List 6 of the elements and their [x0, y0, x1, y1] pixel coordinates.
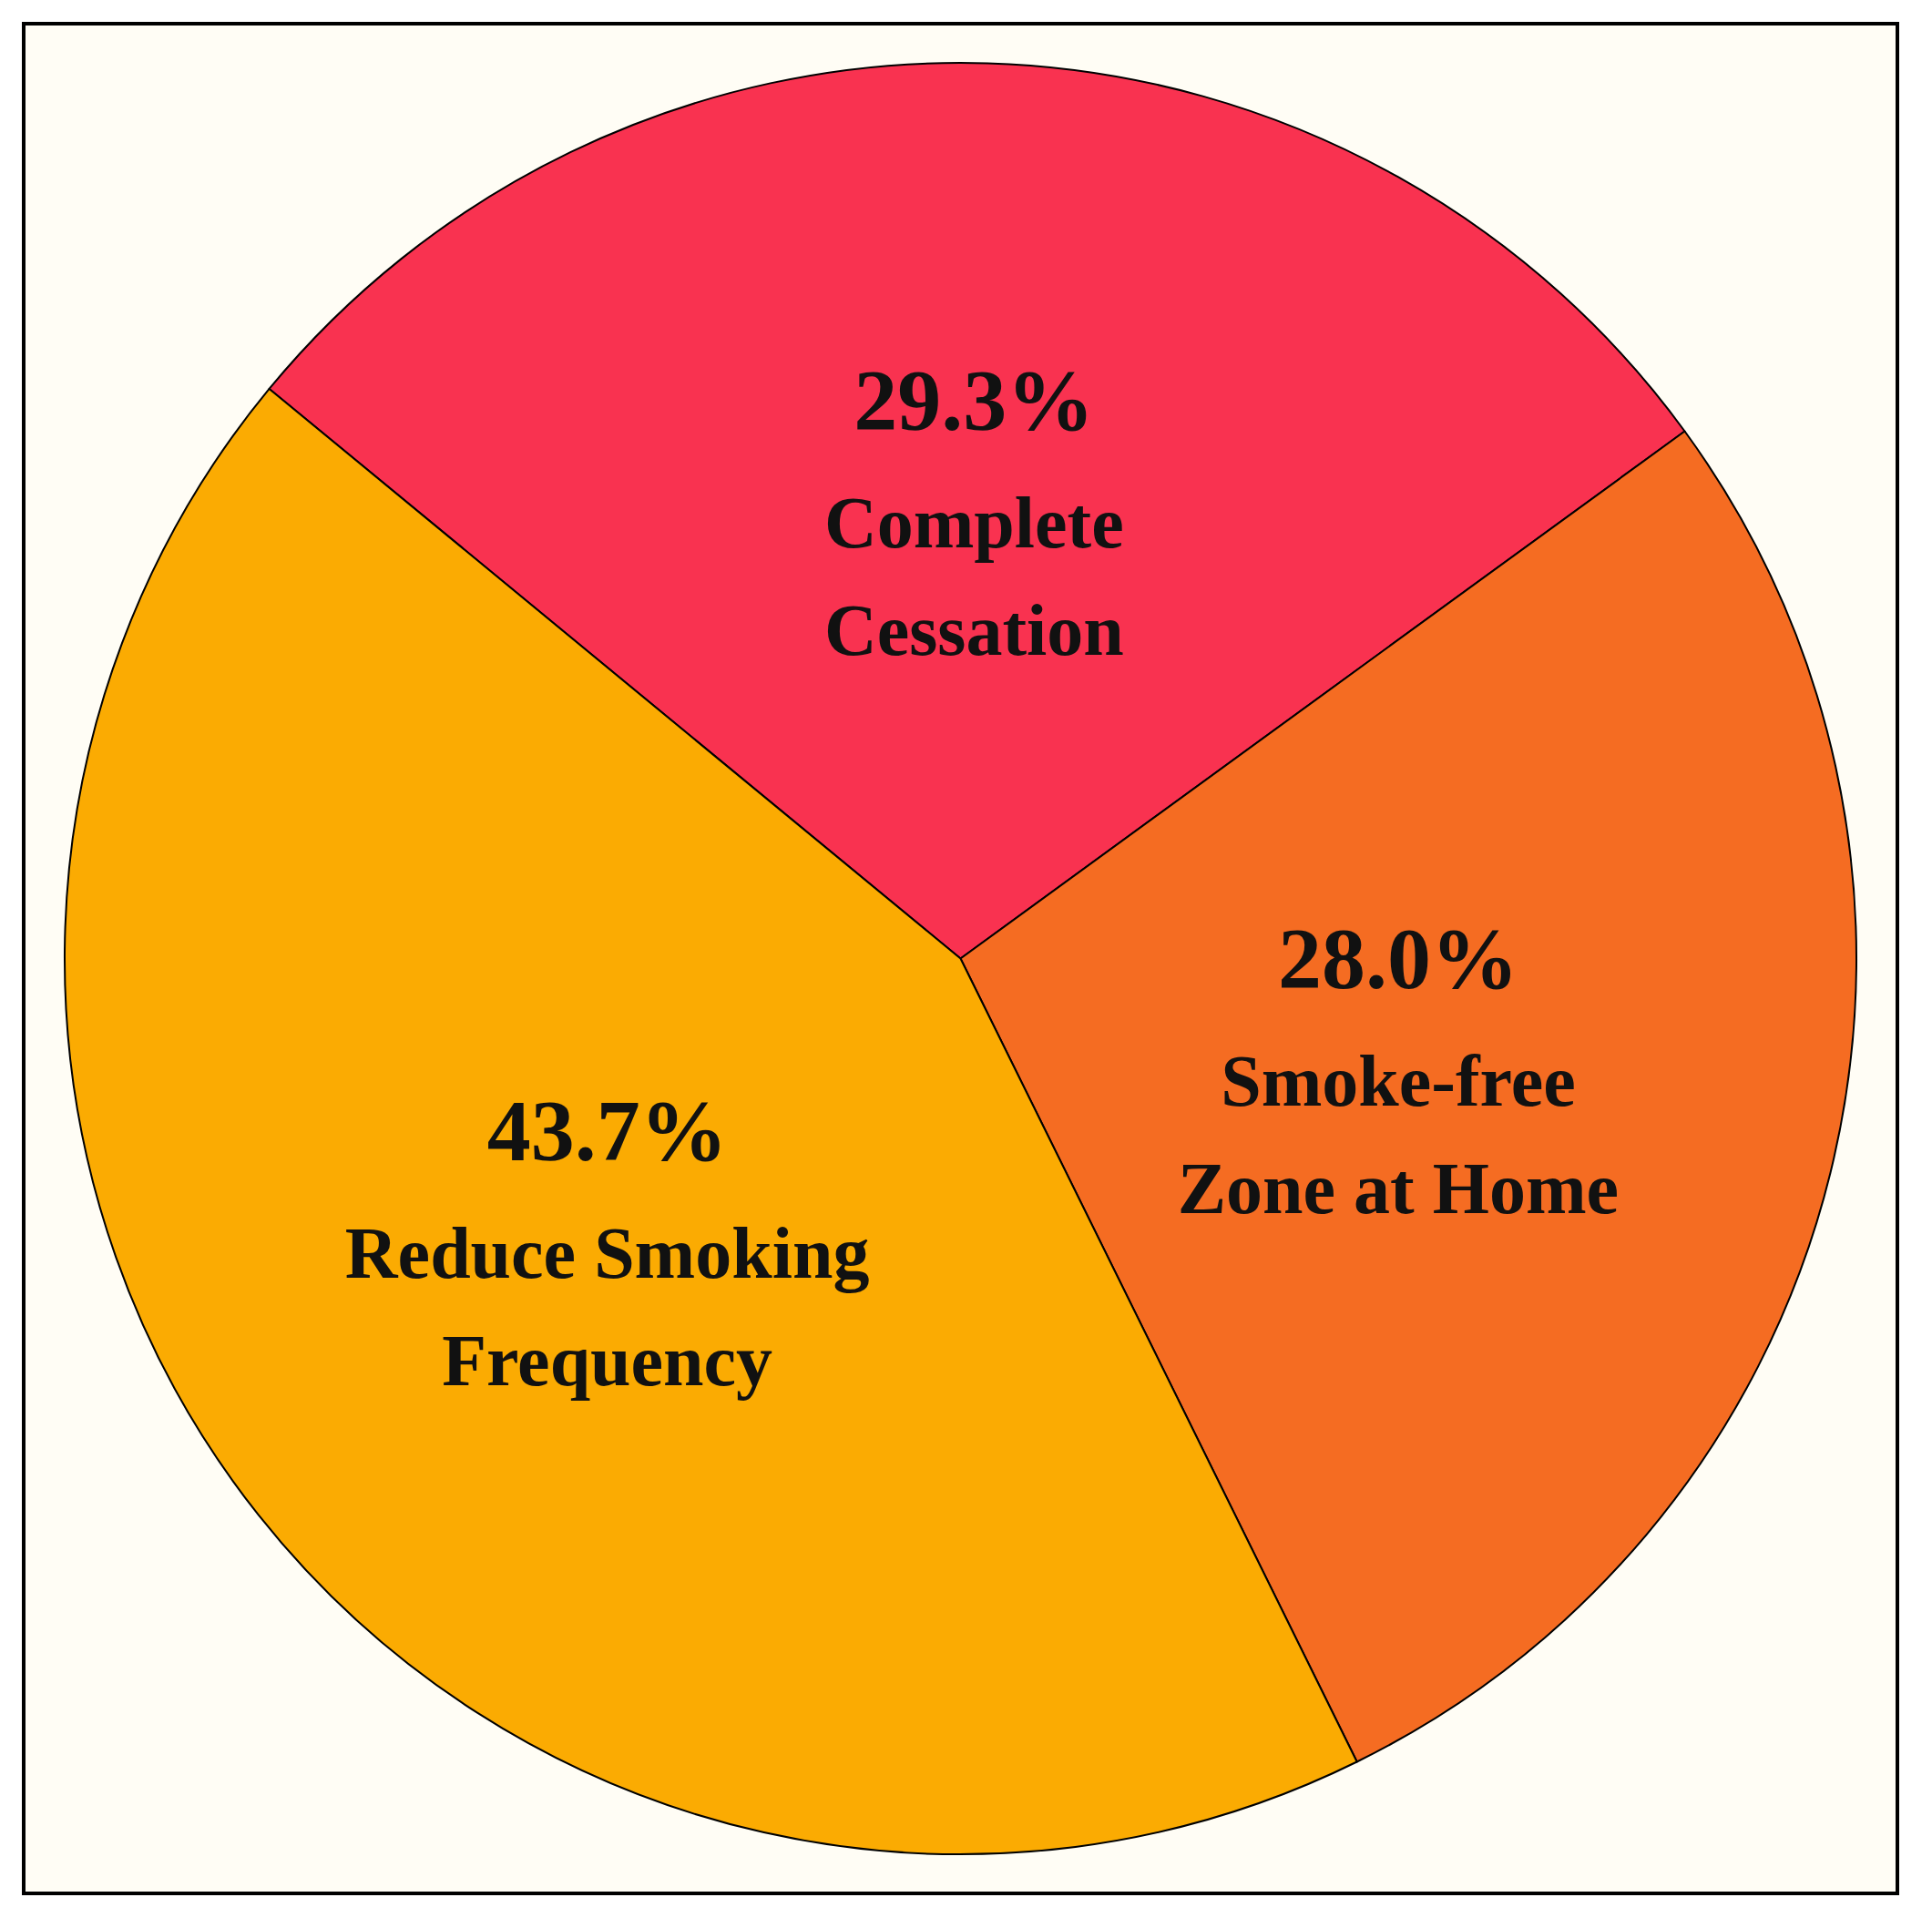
slice-label: Smoke-free Zone at Home [1177, 1040, 1620, 1229]
data-label: 29.3% [854, 352, 1095, 450]
data-label: 28.0% [1277, 910, 1518, 1008]
data-label: 43.7% [486, 1082, 728, 1180]
slice-label: Reduce Smoking Frequency [344, 1212, 870, 1401]
slice-label: Complete Cessation [823, 482, 1124, 670]
